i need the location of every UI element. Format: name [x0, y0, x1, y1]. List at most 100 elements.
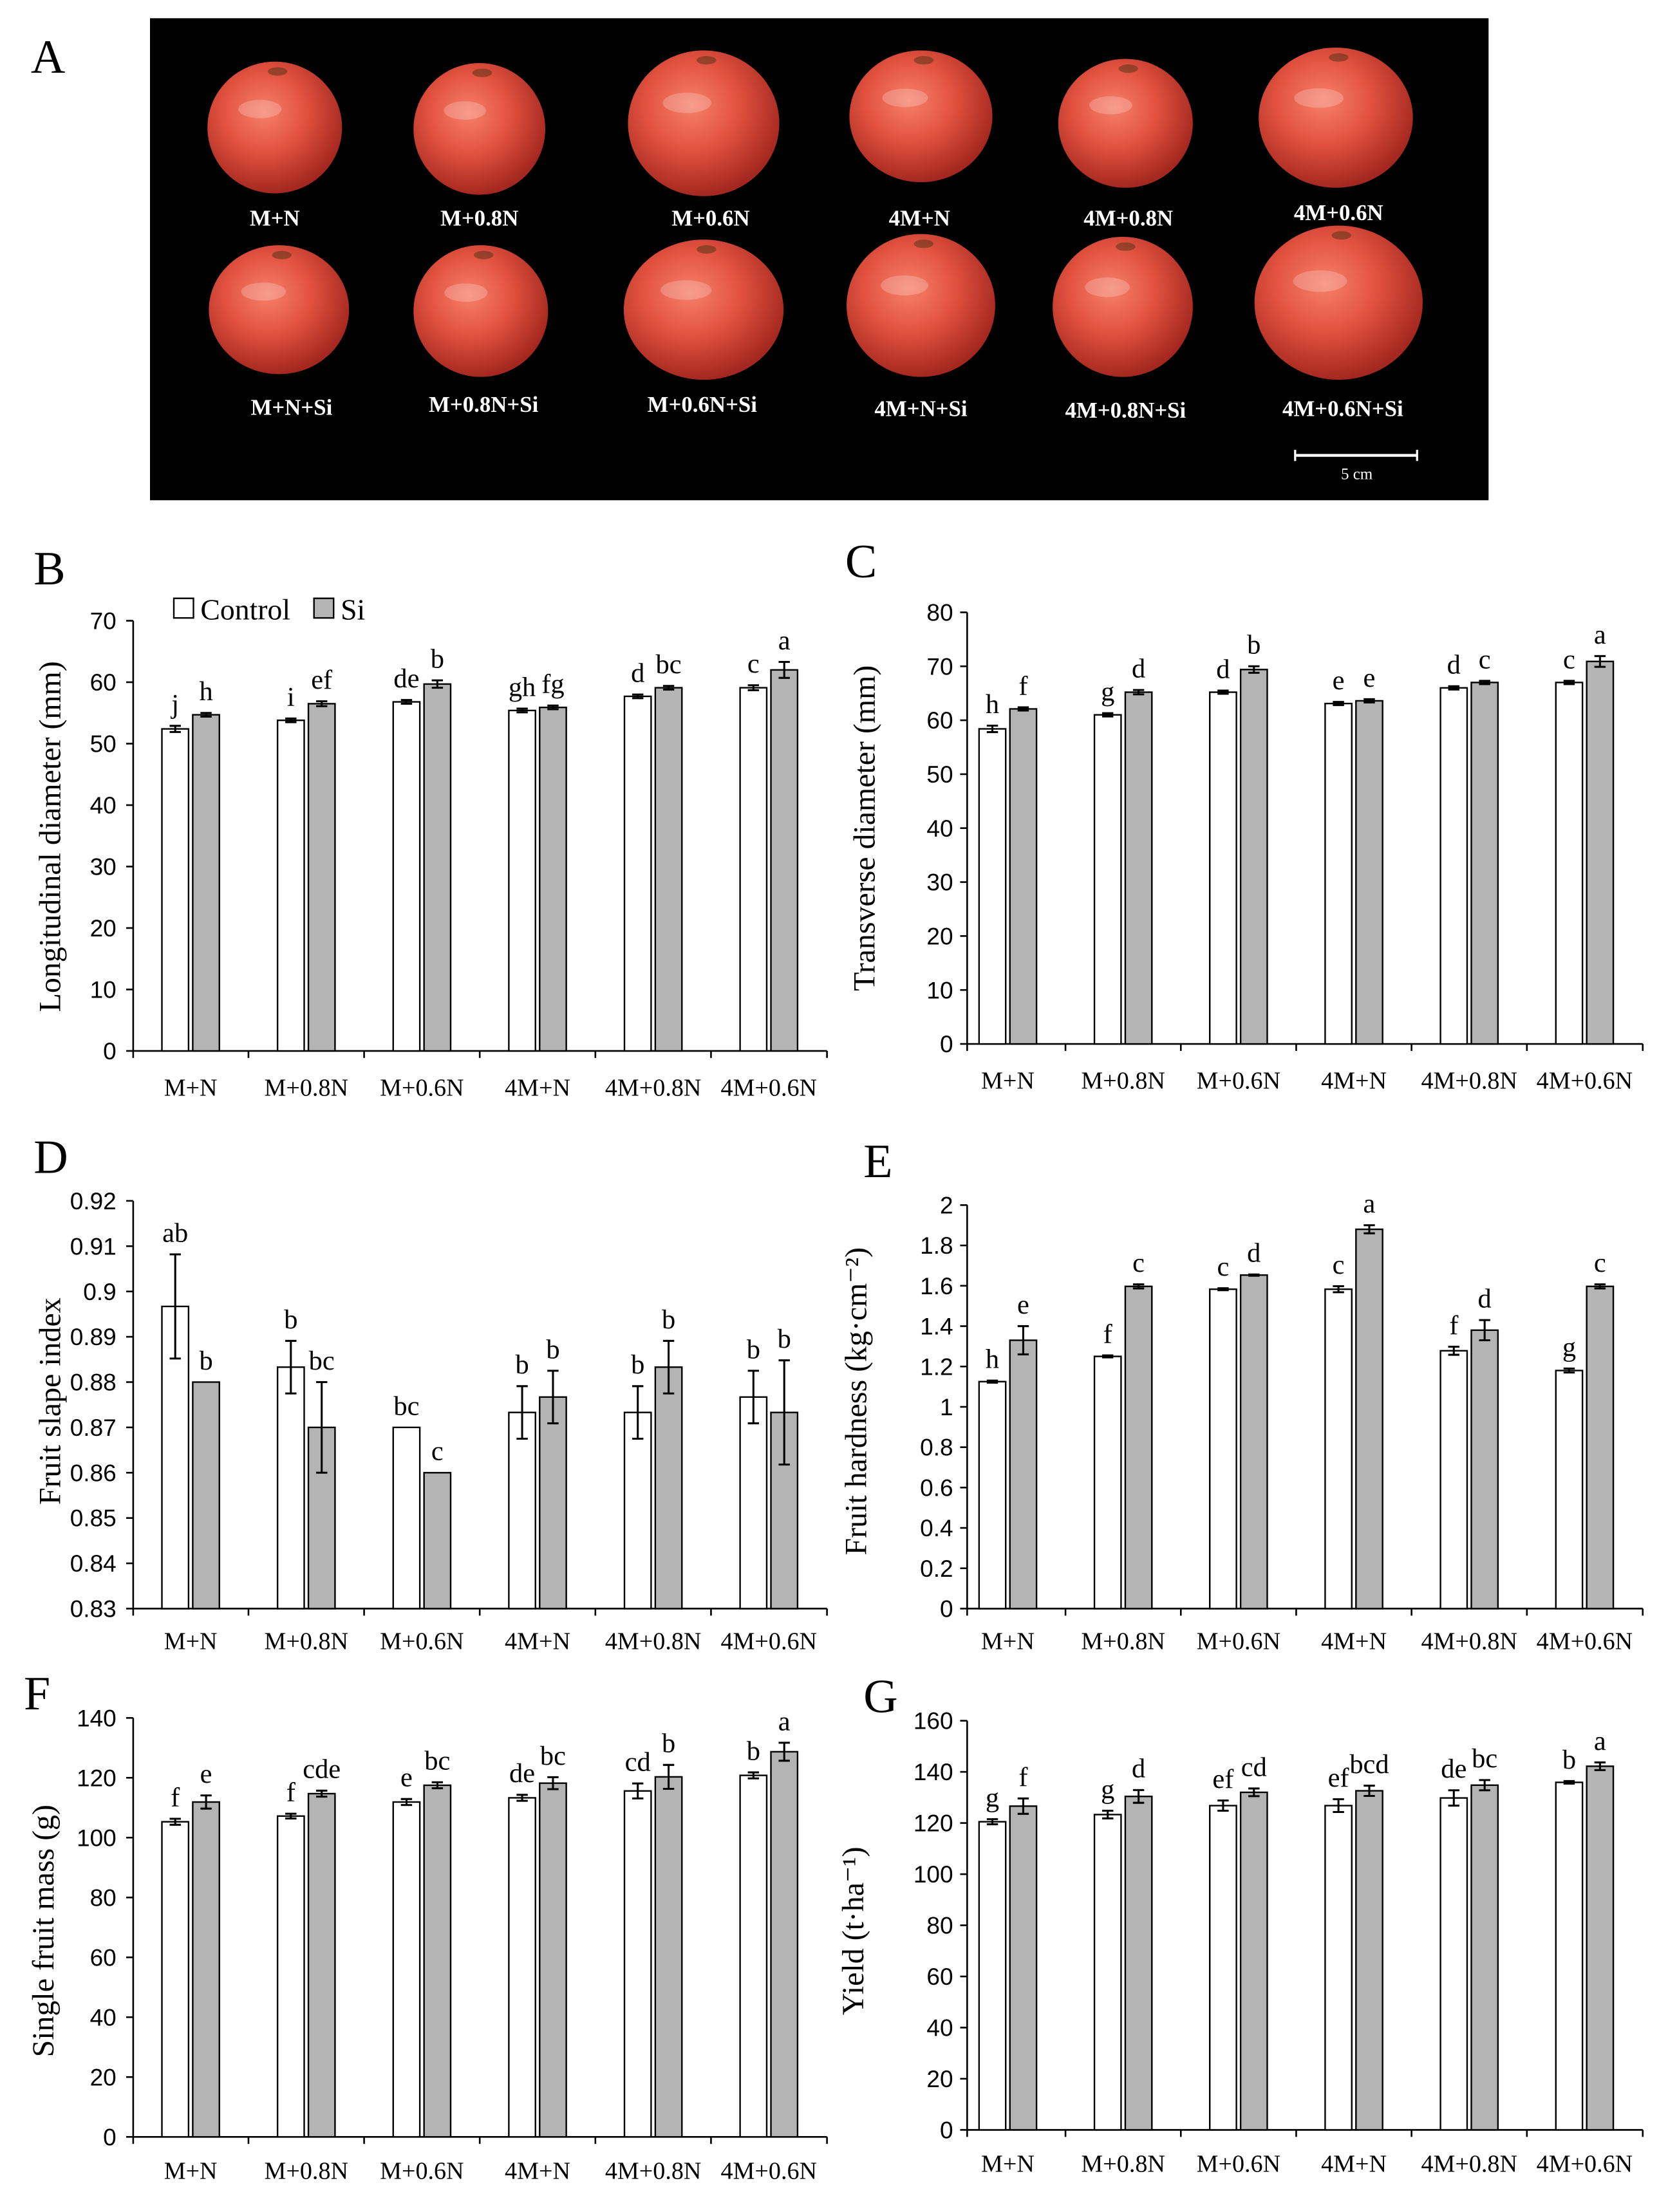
si-bar — [654, 687, 683, 1052]
tomato — [209, 245, 350, 375]
tomato-highlight — [444, 101, 486, 120]
tomato — [628, 50, 780, 196]
photo-label: 4M+N — [889, 206, 950, 231]
photo-label: M+0.8N+Si — [429, 392, 539, 417]
si-bar — [192, 1801, 220, 2138]
control-bar — [392, 701, 421, 1052]
control-bar — [508, 1797, 536, 2138]
y-tick-label: 160 — [914, 1707, 953, 1734]
si-bar — [1239, 1791, 1268, 2131]
significance-letter: d — [1132, 1754, 1145, 1784]
significance-letter: c — [1217, 1252, 1229, 1282]
scale-bar-label: 5 cm — [1341, 466, 1373, 483]
si-bar — [1009, 708, 1038, 1045]
significance-letter: bc — [540, 1741, 566, 1771]
control-bar — [623, 1411, 652, 1610]
legend-swatch-si — [313, 597, 335, 619]
y-tick-label: 50 — [926, 761, 953, 788]
x-category-label: M+0.6N — [1197, 1068, 1280, 1095]
chart-panel-4: 0 0.2 0.4 0.6 0.8 1 1.2 1.4 1.6 1.8 2 M+N he M+0.8N f c… — [839, 1189, 1644, 1655]
panel-letter-b: B — [33, 543, 65, 595]
x-category-label: 4M+N — [505, 2158, 570, 2185]
x-category-label: M+N — [164, 1075, 218, 1102]
y-tick-label: 10 — [926, 976, 953, 1003]
x-category-label: M+0.8N — [1081, 1068, 1165, 1095]
y-tick-label: 80 — [926, 1912, 953, 1939]
tomato-body — [847, 234, 995, 377]
tomato-highlight — [661, 280, 712, 300]
si-bar — [654, 1366, 683, 1610]
tomato-stem — [267, 67, 288, 76]
significance-letter: c — [431, 1436, 444, 1467]
tomato — [849, 50, 993, 183]
significance-letter: g — [1101, 677, 1114, 707]
significance-letter: e — [1017, 1290, 1029, 1320]
y-tick-label: 0.6 — [920, 1474, 953, 1501]
chart-panel-2: 01020304050607080M+NhfM+0.8NgdM+0.6Ndb4M… — [848, 599, 1644, 1095]
control-bar — [623, 695, 652, 1052]
significance-letter: f — [1018, 671, 1028, 701]
y-tick-label: 1.8 — [920, 1232, 953, 1259]
control-bar — [161, 1305, 190, 1610]
significance-letter: bc — [309, 1346, 335, 1376]
si-bar — [1355, 1790, 1383, 2131]
significance-letter: c — [1563, 644, 1575, 674]
x-category-label: M+0.6N — [380, 2158, 464, 2185]
si-bar — [1470, 1784, 1499, 2131]
x-category-label: M+0.8N — [265, 1628, 348, 1655]
y-tick-label: 1.2 — [920, 1353, 953, 1380]
tomato — [1058, 59, 1193, 188]
tomato-highlight — [1294, 88, 1344, 108]
x-category-label: M+0.6N — [380, 1075, 464, 1102]
legend-swatch-control — [173, 597, 194, 619]
significance-letter: bcd — [1349, 1749, 1389, 1780]
x-category-label: M+0.6N — [1197, 1628, 1280, 1655]
control-bar — [739, 1396, 768, 1610]
significance-letter: c — [747, 649, 760, 679]
legend-label-si: Si — [341, 593, 365, 626]
y-tick-label: 0.87 — [70, 1414, 117, 1441]
tomato-stem — [697, 56, 717, 65]
x-category-label: 4M+0.6N — [1537, 1628, 1633, 1655]
x-category-label: 4M+N — [1321, 1068, 1387, 1095]
chart-panel-6: 020406080100120140160M+NgfM+0.8NgdM+0.6N… — [836, 1707, 1644, 2178]
y-tick-label: 0 — [940, 1030, 953, 1057]
photo-label: 4M+0.8N+Si — [1065, 398, 1186, 423]
tomato-highlight — [881, 275, 929, 296]
y-tick-label: 0.89 — [70, 1323, 117, 1350]
y-tick-label: 0.88 — [70, 1369, 117, 1396]
control-bar — [161, 728, 190, 1052]
control-bar — [739, 687, 768, 1052]
significance-letter: ef — [1212, 1764, 1234, 1794]
si-bar — [1586, 1765, 1615, 2131]
si-bar — [1124, 1796, 1153, 2131]
legend: Control Si — [173, 593, 365, 626]
y-tick-label: 10 — [90, 976, 117, 1003]
significance-letter: f — [171, 1782, 180, 1812]
si-bar — [1586, 1285, 1615, 1610]
significance-letter: f — [1103, 1319, 1113, 1349]
tomato — [1254, 225, 1423, 380]
tomato — [207, 61, 342, 194]
si-bar — [307, 703, 336, 1052]
control-bar — [1093, 714, 1122, 1045]
y-tick-label: 30 — [926, 869, 953, 896]
significance-letter: bc — [424, 1746, 450, 1776]
y-tick-label: 0.84 — [70, 1550, 117, 1577]
significance-letter: d — [1447, 650, 1461, 680]
significance-letter: h — [199, 676, 212, 707]
x-category-label: 4M+0.8N — [1421, 1628, 1517, 1655]
tomato-highlight — [1089, 96, 1132, 115]
significance-letter: d — [1247, 1238, 1260, 1269]
y-tick-label: 60 — [926, 707, 953, 734]
significance-letter: d — [631, 658, 644, 689]
significance-letter: b — [1562, 1745, 1576, 1775]
y-axis-title: Fruit slape index — [33, 1297, 68, 1505]
y-tick-label: 0.8 — [920, 1434, 953, 1461]
significance-letter: cd — [1241, 1752, 1267, 1782]
si-bar — [1124, 691, 1153, 1045]
y-tick-label: 20 — [90, 915, 117, 942]
y-tick-label: 40 — [90, 792, 117, 819]
si-bar — [770, 669, 799, 1052]
y-tick-label: 80 — [90, 1884, 117, 1911]
